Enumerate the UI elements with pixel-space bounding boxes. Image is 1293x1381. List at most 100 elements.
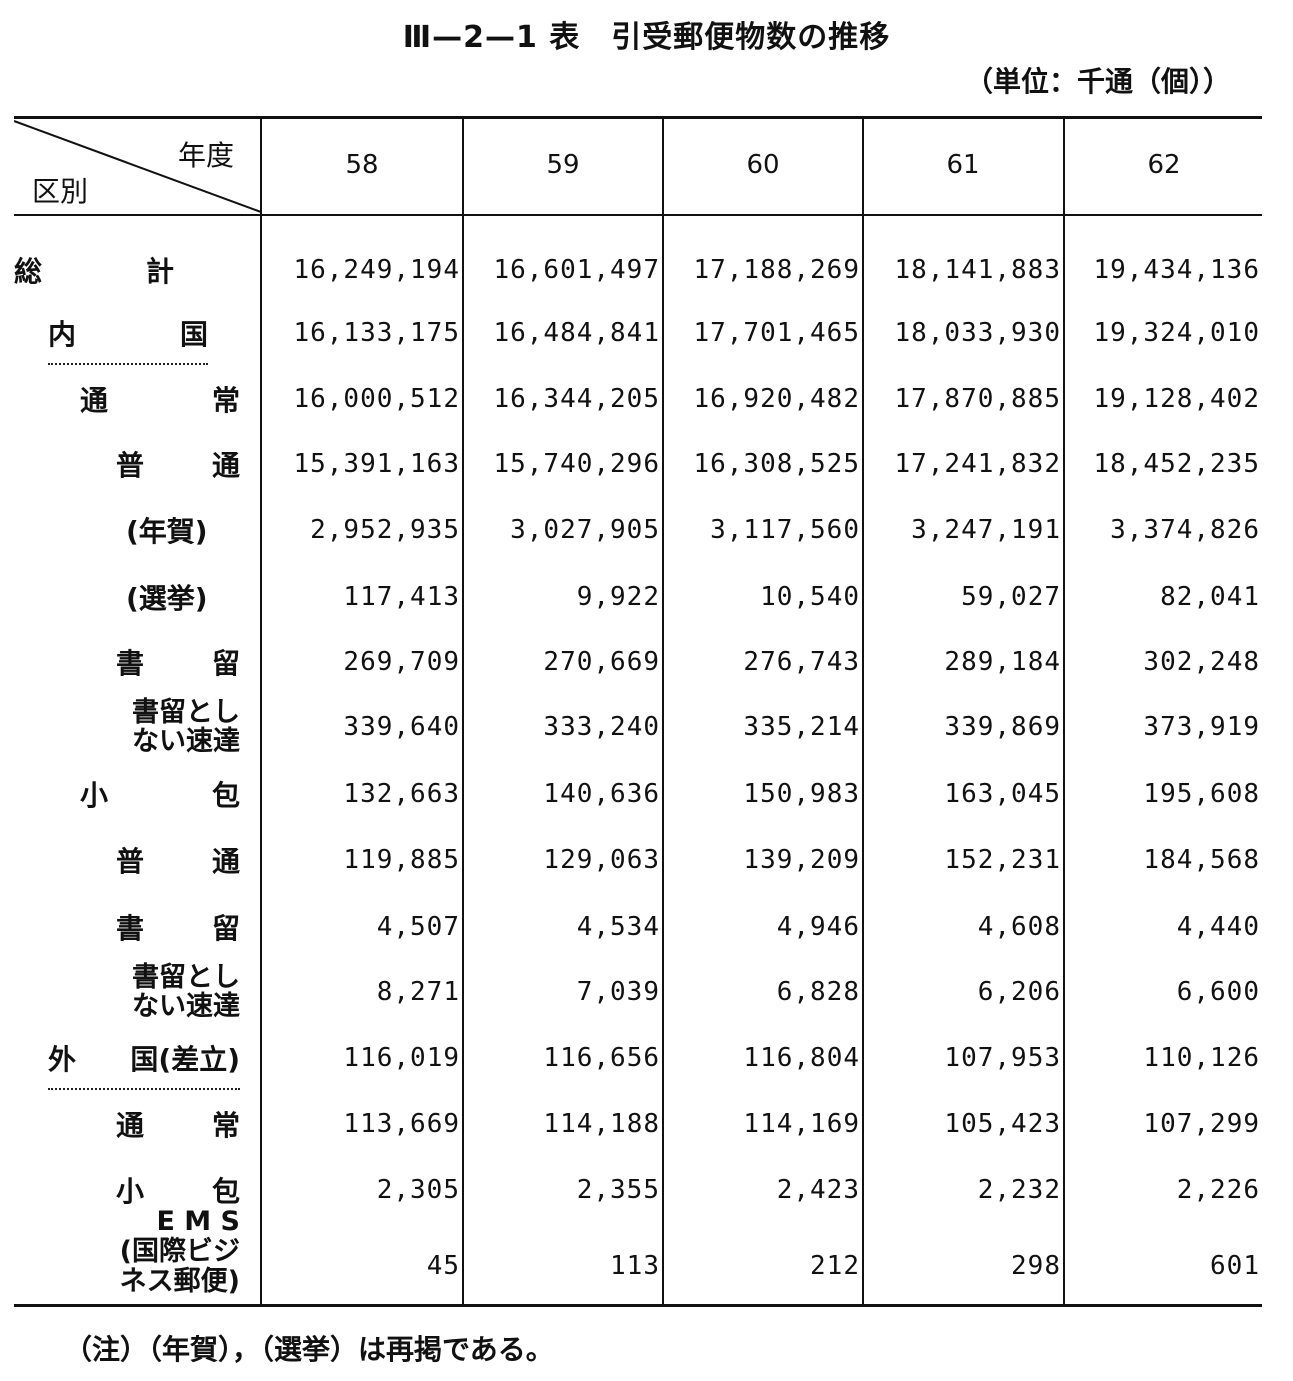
value-cell: 18,452,235 bbox=[1093, 449, 1260, 479]
value-cell: 17,870,885 bbox=[894, 384, 1061, 414]
row-label: 通常 bbox=[116, 1094, 240, 1154]
year-header: 61 bbox=[946, 150, 980, 180]
row-label-char: 書 bbox=[116, 647, 145, 680]
header-year-label: 年度 bbox=[178, 139, 235, 172]
value-cell: 15,391,163 bbox=[293, 449, 460, 479]
value-cell: 2,355 bbox=[576, 1175, 660, 1205]
column-divider bbox=[462, 119, 464, 1304]
row-label: 普通 bbox=[116, 434, 240, 494]
row-label: (選挙) bbox=[126, 582, 208, 615]
value-cell: 16,000,512 bbox=[293, 384, 460, 414]
value-cell: 150,983 bbox=[743, 779, 860, 809]
column-divider bbox=[662, 119, 664, 1304]
value-cell: 9,922 bbox=[576, 582, 660, 612]
value-cell: 18,141,883 bbox=[894, 255, 1061, 285]
value-cell: 16,133,175 bbox=[293, 318, 460, 348]
value-cell: 339,869 bbox=[944, 712, 1061, 742]
value-cell: 3,247,191 bbox=[911, 515, 1061, 545]
value-cell: 16,344,205 bbox=[493, 384, 660, 414]
bottom-rule bbox=[14, 1304, 1262, 1307]
row-label-part: 国(差立) bbox=[130, 1043, 240, 1076]
value-cell: 119,885 bbox=[343, 845, 460, 875]
value-cell: 17,701,465 bbox=[693, 318, 860, 348]
year-header: 59 bbox=[546, 150, 580, 180]
row-label-char: 書 bbox=[116, 912, 145, 945]
row-label-char: 計 bbox=[145, 255, 174, 288]
row-label-char: 小 bbox=[80, 779, 109, 812]
row-label: 普通 bbox=[116, 830, 240, 890]
value-cell: 105,423 bbox=[944, 1109, 1061, 1139]
row-label-char: 留 bbox=[211, 912, 240, 945]
value-cell: 269,709 bbox=[343, 647, 460, 677]
value-cell: 8,271 bbox=[376, 977, 460, 1007]
value-cell: 113,669 bbox=[343, 1109, 460, 1139]
row-label-char: 留 bbox=[211, 647, 240, 680]
row-label-char: 包 bbox=[211, 1175, 240, 1208]
table-row: (年賀) 2,952,935 3,027,905 3,117,560 3,247,191… bbox=[0, 500, 1293, 560]
value-cell: 7,039 bbox=[576, 977, 660, 1007]
value-cell: 2,226 bbox=[1176, 1175, 1260, 1205]
value-cell: 129,063 bbox=[543, 845, 660, 875]
row-label-char: 普 bbox=[116, 845, 145, 878]
table-row: 書留とし ない速達 8,271 7,039 6,828 6,206 6,600 bbox=[0, 962, 1293, 1022]
row-label-line: E M S bbox=[156, 1206, 240, 1237]
value-cell: 184,568 bbox=[1143, 845, 1260, 875]
value-cell: 3,027,905 bbox=[510, 515, 660, 545]
value-cell: 3,374,826 bbox=[1110, 515, 1260, 545]
table-row: 外 国(差立) 116,019 116,656 116,804 107,953 110,12… bbox=[0, 1028, 1293, 1090]
year-header: 60 bbox=[746, 150, 780, 180]
row-label: 書留 bbox=[116, 897, 240, 957]
value-cell: 19,324,010 bbox=[1093, 318, 1260, 348]
table-row: 通常 16,000,512 16,344,205 16,920,482 17,870,8… bbox=[0, 369, 1293, 429]
header-rule bbox=[14, 214, 1262, 216]
value-cell: 116,019 bbox=[343, 1043, 460, 1073]
value-cell: 116,804 bbox=[743, 1043, 860, 1073]
column-divider bbox=[260, 119, 262, 1304]
value-cell: 16,484,841 bbox=[493, 318, 660, 348]
value-cell: 333,240 bbox=[543, 712, 660, 742]
row-label-line: 書留とし bbox=[132, 962, 240, 993]
value-cell: 4,440 bbox=[1176, 912, 1260, 942]
table-row: E M S (国際ビジ ネス郵便) 45 113 212 298 601 bbox=[0, 1207, 1293, 1306]
value-cell: 4,608 bbox=[977, 912, 1061, 942]
value-cell: 335,214 bbox=[743, 712, 860, 742]
value-cell: 302,248 bbox=[1143, 647, 1260, 677]
table-row: 書留 269,709 270,669 276,743 289,184 302,248 bbox=[0, 632, 1293, 692]
row-label-char: 包 bbox=[211, 779, 240, 812]
row-label-char: 常 bbox=[211, 1109, 240, 1142]
value-cell: 6,206 bbox=[977, 977, 1061, 1007]
unit-label: （単位：千通（個）） bbox=[964, 65, 1231, 98]
top-rule bbox=[14, 116, 1262, 119]
value-cell: 59,027 bbox=[961, 582, 1061, 612]
row-label-char: 小 bbox=[116, 1175, 145, 1208]
value-cell: 373,919 bbox=[1143, 712, 1260, 742]
value-cell: 19,434,136 bbox=[1093, 255, 1260, 285]
value-cell: 212 bbox=[810, 1251, 860, 1281]
header-diagonal-line bbox=[14, 120, 261, 213]
row-label-char: 内 bbox=[48, 318, 77, 351]
table-row: 普通 119,885 129,063 139,209 152,231 184,568 bbox=[0, 830, 1293, 890]
table-row: 小包 132,663 140,636 150,983 163,045 195,608 bbox=[0, 764, 1293, 824]
value-cell: 17,241,832 bbox=[894, 449, 1061, 479]
table-row: 総計 16,249,194 16,601,497 17,188,269 18,141,8… bbox=[0, 240, 1293, 300]
value-cell: 16,249,194 bbox=[293, 255, 460, 285]
value-cell: 2,232 bbox=[977, 1175, 1061, 1205]
value-cell: 4,946 bbox=[776, 912, 860, 942]
table-title: Ⅲ—2—1 表 引受郵便物数の推移 bbox=[402, 20, 891, 55]
row-label-char: 通 bbox=[211, 449, 240, 482]
value-cell: 114,169 bbox=[743, 1109, 860, 1139]
row-label: 通常 bbox=[80, 369, 240, 429]
value-cell: 2,952,935 bbox=[310, 515, 460, 545]
value-cell: 140,636 bbox=[543, 779, 660, 809]
row-label-char: 通 bbox=[80, 384, 109, 417]
row-label: 小包 bbox=[116, 1160, 240, 1220]
value-cell: 132,663 bbox=[343, 779, 460, 809]
column-divider bbox=[862, 119, 864, 1304]
row-label: 書留とし ない速達 bbox=[110, 697, 240, 757]
value-cell: 110,126 bbox=[1143, 1043, 1260, 1073]
table-row: 通常 113,669 114,188 114,169 105,423 107,299 bbox=[0, 1094, 1293, 1154]
value-cell: 298 bbox=[1011, 1251, 1061, 1281]
value-cell: 289,184 bbox=[944, 647, 1061, 677]
value-cell: 16,920,482 bbox=[693, 384, 860, 414]
value-cell: 114,188 bbox=[543, 1109, 660, 1139]
